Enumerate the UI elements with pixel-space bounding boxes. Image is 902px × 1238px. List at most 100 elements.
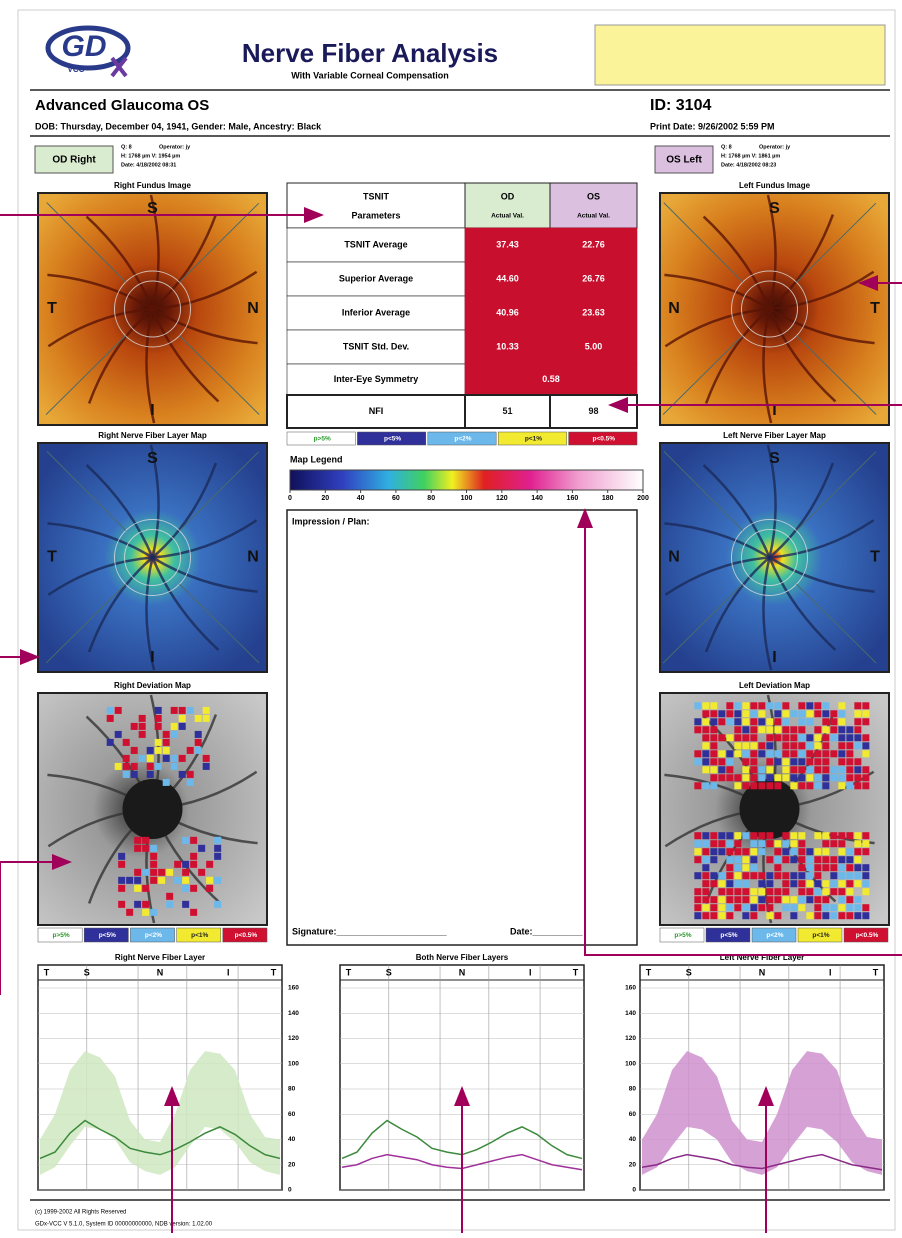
deviation-cell <box>742 718 750 726</box>
deviation-cell <box>854 742 862 750</box>
deviation-cell <box>854 702 862 710</box>
deviation-cell <box>766 742 774 750</box>
orientation-label: T <box>47 300 57 317</box>
deviation-cell <box>750 742 758 750</box>
deviation-cell <box>774 912 782 920</box>
image-frame <box>37 692 268 926</box>
deviation-cell <box>806 750 814 758</box>
deviation-cell <box>126 908 134 916</box>
parameter-value: 37.43 <box>496 239 519 249</box>
deviation-cell <box>846 896 854 904</box>
deviation-cell <box>822 848 830 856</box>
sector-line <box>662 583 743 664</box>
deviation-cell <box>702 856 710 864</box>
deviation-cell <box>758 718 766 726</box>
deviation-cell <box>198 868 206 876</box>
deviation-cell <box>742 710 750 718</box>
deviation-cell <box>862 872 870 880</box>
logo-text: VCC <box>68 65 85 74</box>
deviation-cell <box>782 904 790 912</box>
tick-label: 60 <box>392 495 400 502</box>
table-cell <box>286 261 466 297</box>
deviation-cell <box>782 896 790 904</box>
deviation-cell <box>702 904 710 912</box>
sector-line <box>179 202 260 283</box>
deviation-cell <box>822 912 830 920</box>
deviation-cell <box>154 722 162 730</box>
deviation-cell <box>822 726 830 734</box>
y-tick-label: 20 <box>288 1161 296 1168</box>
deviation-cell <box>726 758 734 766</box>
parameter-value: 22.76 <box>582 239 605 249</box>
deviation-cell <box>734 726 742 734</box>
annotation-arrows <box>0 207 902 1233</box>
y-tick-label: 60 <box>629 1111 637 1118</box>
deviation-cell <box>854 710 862 718</box>
panel-title: Left Fundus Image <box>739 181 811 190</box>
deviation-cell <box>790 904 798 912</box>
deviation-cell <box>190 836 198 844</box>
deviation-cell <box>718 896 726 904</box>
image-frame <box>659 692 890 926</box>
legend-swatch <box>37 927 83 943</box>
deviation-cell <box>766 758 774 766</box>
sector-line <box>179 335 260 415</box>
impression-title: Impression / Plan: <box>292 516 370 526</box>
table-header: Actual Val. <box>577 213 610 220</box>
orientation-label: S <box>769 200 780 217</box>
deviation-cell <box>838 912 846 920</box>
deviation-cell <box>822 718 830 726</box>
y-tick-label: 140 <box>625 1010 636 1017</box>
deviation-cell <box>814 726 822 734</box>
deviation-cell <box>798 896 806 904</box>
deviation-cell <box>694 750 702 758</box>
deviation-cell <box>150 868 158 876</box>
deviation-cell <box>846 742 854 750</box>
deviation-cell <box>854 896 862 904</box>
deviation-cell <box>198 844 206 852</box>
deviation-cell <box>146 770 154 778</box>
deviation-cell <box>782 718 790 726</box>
deviation-cell <box>710 726 718 734</box>
vessel <box>766 194 777 310</box>
deviation-cell <box>214 836 222 844</box>
legend-swatch <box>497 431 567 446</box>
deviation-cell <box>838 718 846 726</box>
vessel <box>702 464 771 558</box>
deviation-cell <box>146 754 154 762</box>
vessel <box>152 270 258 311</box>
legend-label: p<2% <box>145 932 162 939</box>
deviation-cell <box>790 848 798 856</box>
deviation-cell <box>806 782 814 790</box>
deviation-cell <box>822 734 830 742</box>
vessel <box>762 308 773 424</box>
deviation-cell <box>170 754 178 762</box>
deviation-cell <box>798 758 806 766</box>
deviation-cell <box>718 750 726 758</box>
y-tick-label: 140 <box>288 1010 299 1017</box>
vessel <box>145 308 156 424</box>
parameter-name: TSNIT Average <box>344 239 407 249</box>
y-tick-label: 160 <box>288 985 299 992</box>
deviation-cell <box>134 876 142 884</box>
deviation-cell <box>862 702 870 710</box>
deviation-cell <box>726 734 734 742</box>
deviation-cell <box>142 908 150 916</box>
parameter-value: 51 <box>502 406 512 416</box>
deviation-cell <box>846 864 854 872</box>
deviation-cell <box>710 872 718 880</box>
deviation-cell <box>694 912 702 920</box>
deviation-cell <box>862 742 870 750</box>
deviation-cell <box>830 750 838 758</box>
deviation-cell <box>862 864 870 872</box>
footer: GDx-VCC V 5.1.0, System ID 00000000000, … <box>35 1222 213 1228</box>
deviation-cell <box>750 702 758 710</box>
deviation-cell <box>710 782 718 790</box>
deviation-cell <box>766 880 774 888</box>
deviation-cell <box>150 860 158 868</box>
deviation-cell <box>114 730 122 738</box>
deviation-cell <box>814 766 822 774</box>
deviation-cell <box>854 856 862 864</box>
deviation-cell <box>862 782 870 790</box>
deviation-cell <box>838 758 846 766</box>
